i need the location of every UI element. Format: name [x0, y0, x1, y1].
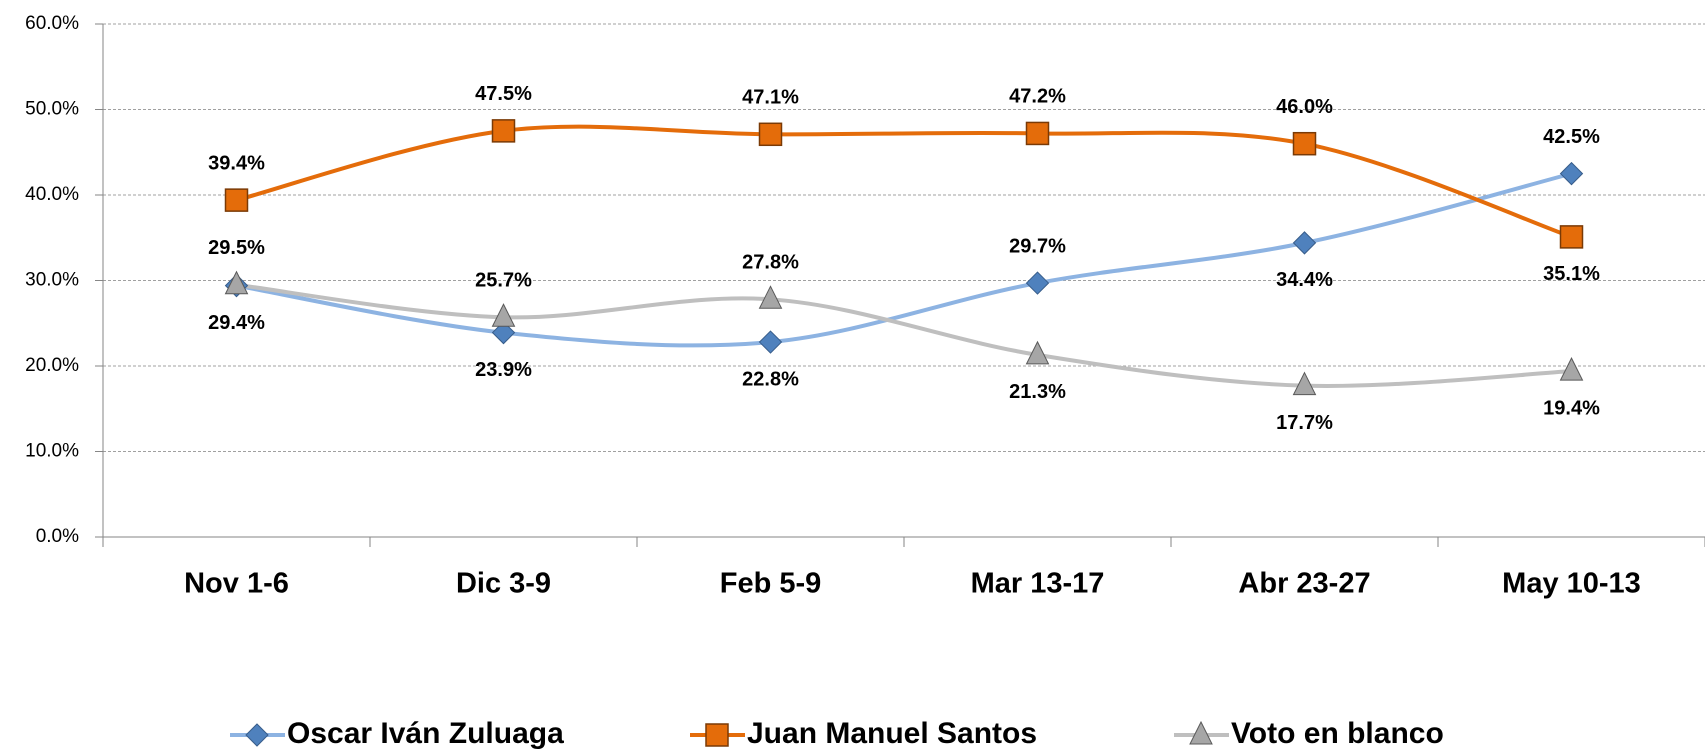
y-tick-label: 60.0%: [25, 13, 79, 34]
data-label: 21.3%: [1009, 381, 1066, 403]
data-label: 29.4%: [208, 312, 265, 334]
data-label: 22.8%: [742, 368, 799, 390]
legend-label: Oscar Iván Zuluaga: [287, 717, 564, 750]
x-tick-label: Dic 3-9: [456, 568, 551, 600]
data-label: 46.0%: [1276, 96, 1333, 118]
data-label: 47.5%: [475, 83, 532, 105]
marker: [1025, 340, 1050, 365]
series-line: [236, 282, 1572, 388]
legend-label: Juan Manuel Santos: [747, 717, 1037, 750]
legend-item: Oscar Iván Zuluaga: [230, 717, 564, 750]
data-label: 23.9%: [475, 359, 532, 381]
data-label: 42.5%: [1543, 126, 1600, 148]
data-label: 47.1%: [742, 87, 799, 109]
marker: [1559, 225, 1584, 249]
marker: [1189, 720, 1213, 745]
x-tick-label: Feb 5-9: [720, 568, 822, 600]
marker: [758, 330, 783, 354]
marker: [224, 188, 249, 212]
marker: [491, 320, 516, 345]
series-line: [236, 171, 1573, 348]
y-tick-label: 10.0%: [25, 441, 79, 462]
marker: [1292, 231, 1317, 255]
y-tick-label: 40.0%: [25, 184, 79, 205]
marker: [1025, 271, 1050, 295]
data-label: 47.2%: [1009, 86, 1066, 108]
x-tick-label: Mar 13-17: [971, 568, 1105, 600]
series-line: [235, 124, 1573, 239]
y-tick-label: 0.0%: [36, 526, 79, 547]
marker: [245, 723, 269, 747]
x-tick-label: Nov 1-6: [184, 568, 289, 600]
marker: [758, 122, 783, 147]
data-label: 17.7%: [1276, 412, 1333, 434]
legend-item: Voto en blanco: [1174, 717, 1444, 750]
data-label: 27.8%: [742, 252, 799, 274]
marker: [224, 270, 249, 295]
data-label: 25.7%: [475, 270, 532, 292]
x-tick-label: May 10-13: [1502, 568, 1641, 600]
marker: [491, 119, 516, 143]
marker: [1025, 121, 1050, 146]
data-label: 19.4%: [1543, 397, 1600, 419]
marker: [491, 303, 516, 327]
marker: [705, 723, 729, 747]
data-label: 34.4%: [1276, 269, 1333, 291]
data-label: 35.1%: [1543, 263, 1600, 285]
data-label: 39.4%: [208, 152, 265, 174]
data-label: 29.5%: [208, 237, 265, 259]
legend-item: Juan Manuel Santos: [690, 717, 1037, 750]
marker: [1292, 371, 1317, 396]
y-tick-label: 50.0%: [25, 99, 79, 120]
marker: [1559, 357, 1584, 381]
data-label: 29.7%: [1009, 235, 1066, 257]
marker: [1292, 131, 1317, 156]
y-tick-label: 30.0%: [25, 270, 79, 291]
marker: [1559, 161, 1584, 186]
legend-label: Voto en blanco: [1231, 717, 1444, 750]
x-tick-label: Abr 23-27: [1238, 568, 1370, 600]
y-tick-label: 20.0%: [25, 355, 79, 376]
marker: [758, 285, 783, 309]
